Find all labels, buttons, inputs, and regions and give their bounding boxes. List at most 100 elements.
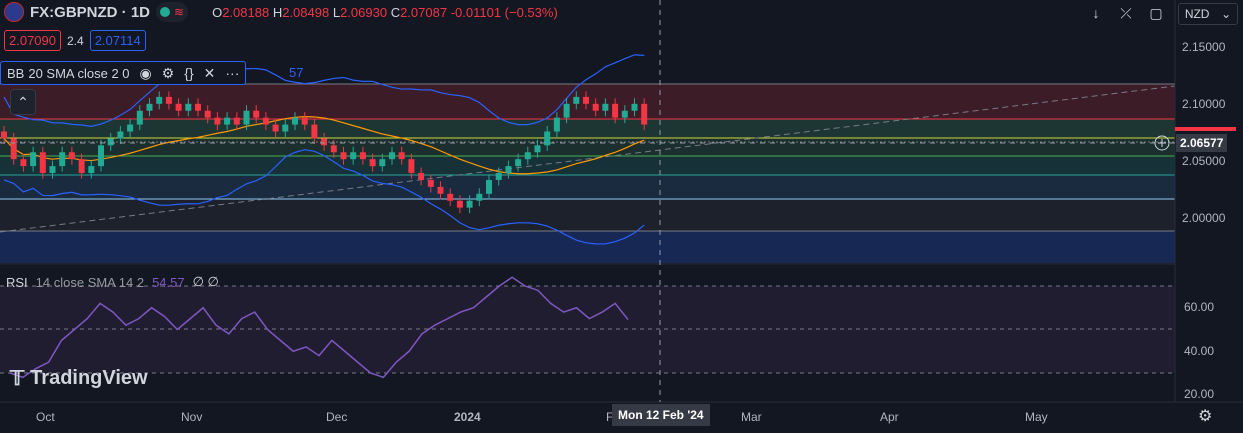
candles-group [1, 91, 648, 214]
eye-icon[interactable]: ◉ [139, 64, 152, 81]
candle [30, 152, 37, 167]
rsi-legend[interactable]: RSI 14 close SMA 14 2 54.57 ∅ ∅ [6, 274, 219, 290]
candle [486, 179, 492, 194]
candle [398, 152, 405, 160]
rsi-params: 14 close SMA 14 2 [35, 274, 145, 290]
settings-icon[interactable]: ⚙ [161, 64, 175, 81]
fib-zone-gray [0, 199, 1175, 231]
close-value: 2.07087 [400, 4, 448, 20]
candle [68, 152, 75, 160]
candle [456, 200, 463, 208]
more-icon[interactable]: ··· [225, 65, 240, 81]
candle [243, 110, 250, 125]
candle [185, 103, 192, 111]
candle [621, 110, 628, 118]
candle [204, 110, 211, 118]
bb-label: BB [7, 65, 25, 81]
collapse-legend-button[interactable]: ⌃ [10, 89, 36, 115]
rsi-line [9, 276, 629, 379]
spread-value: 2.4 [67, 33, 84, 48]
candle [146, 103, 153, 111]
tradingview-logo[interactable]: 𝕋 TradingView [10, 367, 148, 390]
market-open-icon [160, 7, 170, 17]
fib-zone-blue [0, 175, 1175, 199]
market-status-pill[interactable]: ≋ [156, 2, 189, 22]
candle [524, 152, 531, 160]
candle [107, 138, 114, 146]
bb-upper-line [3, 54, 645, 127]
price-tick: 2.10000 [1182, 97, 1226, 111]
sma-line [3, 116, 645, 175]
candle [466, 200, 473, 208]
fullscreen-icon[interactable]: ▢ [1149, 4, 1163, 21]
candle [127, 124, 134, 132]
settings-gear-icon[interactable]: ⚙ [1198, 408, 1213, 425]
candle [78, 159, 85, 174]
download-icon[interactable]: ↓ [1092, 5, 1100, 21]
candle [224, 117, 231, 125]
ohlc-values: O2.08188 H2.08498 L2.06930 C2.07087 -0.0… [212, 4, 558, 20]
rsi-label: RSI [6, 274, 28, 290]
candle [156, 96, 163, 104]
tv-logo-icon: 𝕋 [10, 368, 25, 390]
rsi-tick: 60.00 [1184, 300, 1215, 314]
sell-price-button[interactable]: 2.07090 [4, 30, 61, 51]
candle [49, 166, 56, 174]
candle [175, 103, 182, 111]
crosshair-date-label: Mon 12 Feb '24 [612, 404, 710, 426]
candle [515, 159, 522, 167]
time-tick: Nov [181, 410, 203, 424]
candle [495, 173, 502, 180]
candle [214, 117, 221, 125]
candle [10, 138, 17, 160]
candle [136, 110, 143, 125]
last-price-marker [1175, 127, 1236, 131]
candle [544, 131, 551, 146]
candle [379, 159, 386, 167]
open-value: 2.08188 [222, 4, 270, 20]
bb-indicator-legend[interactable]: BB 20 SMA close 2 0 ◉ ⚙ {} ✕ ··· [0, 61, 247, 85]
candle [583, 96, 589, 104]
fib-zone-green [0, 119, 1175, 138]
candle [20, 159, 27, 167]
candle [359, 152, 366, 160]
candle [98, 145, 104, 167]
candle [553, 117, 560, 132]
candle [301, 117, 308, 125]
candle [282, 124, 289, 132]
candle [563, 103, 570, 118]
candle [350, 152, 357, 160]
candle [602, 103, 609, 111]
currency-select[interactable]: NZD ⌄ [1178, 3, 1238, 25]
rsi-tick: 20.00 [1184, 387, 1215, 401]
add-alert-icon [1154, 135, 1170, 151]
candle [408, 159, 415, 174]
remove-icon[interactable]: ✕ [203, 64, 216, 81]
high-value: 2.08498 [282, 4, 330, 20]
candle [165, 96, 172, 104]
rsi-tick: 40.00 [1184, 344, 1215, 358]
fib-zone-navy [0, 231, 1175, 263]
symbol-legend: FX:GBPNZD · 1D ≋ O2.08188 H2.08498 L2.06… [4, 2, 558, 22]
candle [573, 96, 580, 104]
candle [427, 179, 434, 187]
crosshair-price-label: 2.06577 [1176, 134, 1228, 152]
bb-params: 20 SMA close 2 0 [28, 65, 130, 81]
buy-price-button[interactable]: 2.07114 [89, 30, 146, 51]
candle [117, 131, 124, 139]
time-tick: May [1025, 410, 1048, 424]
chevron-down-icon: ⌄ [1221, 7, 1232, 21]
rsi-value: 54.57 [152, 274, 185, 290]
chevron-up-icon: ⌃ [17, 93, 29, 110]
candle [437, 186, 444, 194]
candle [612, 103, 619, 118]
price-tick: 2.15000 [1182, 40, 1226, 54]
candle [505, 166, 512, 174]
candle [330, 145, 337, 153]
change-value: -0.01101 (−0.53%) [450, 4, 558, 20]
symbol-title[interactable]: FX:GBPNZD · 1D [30, 3, 150, 21]
candle [1, 131, 7, 139]
collapse-icon[interactable]: ⤫ [1120, 4, 1132, 21]
source-code-icon[interactable]: {} [184, 65, 194, 81]
